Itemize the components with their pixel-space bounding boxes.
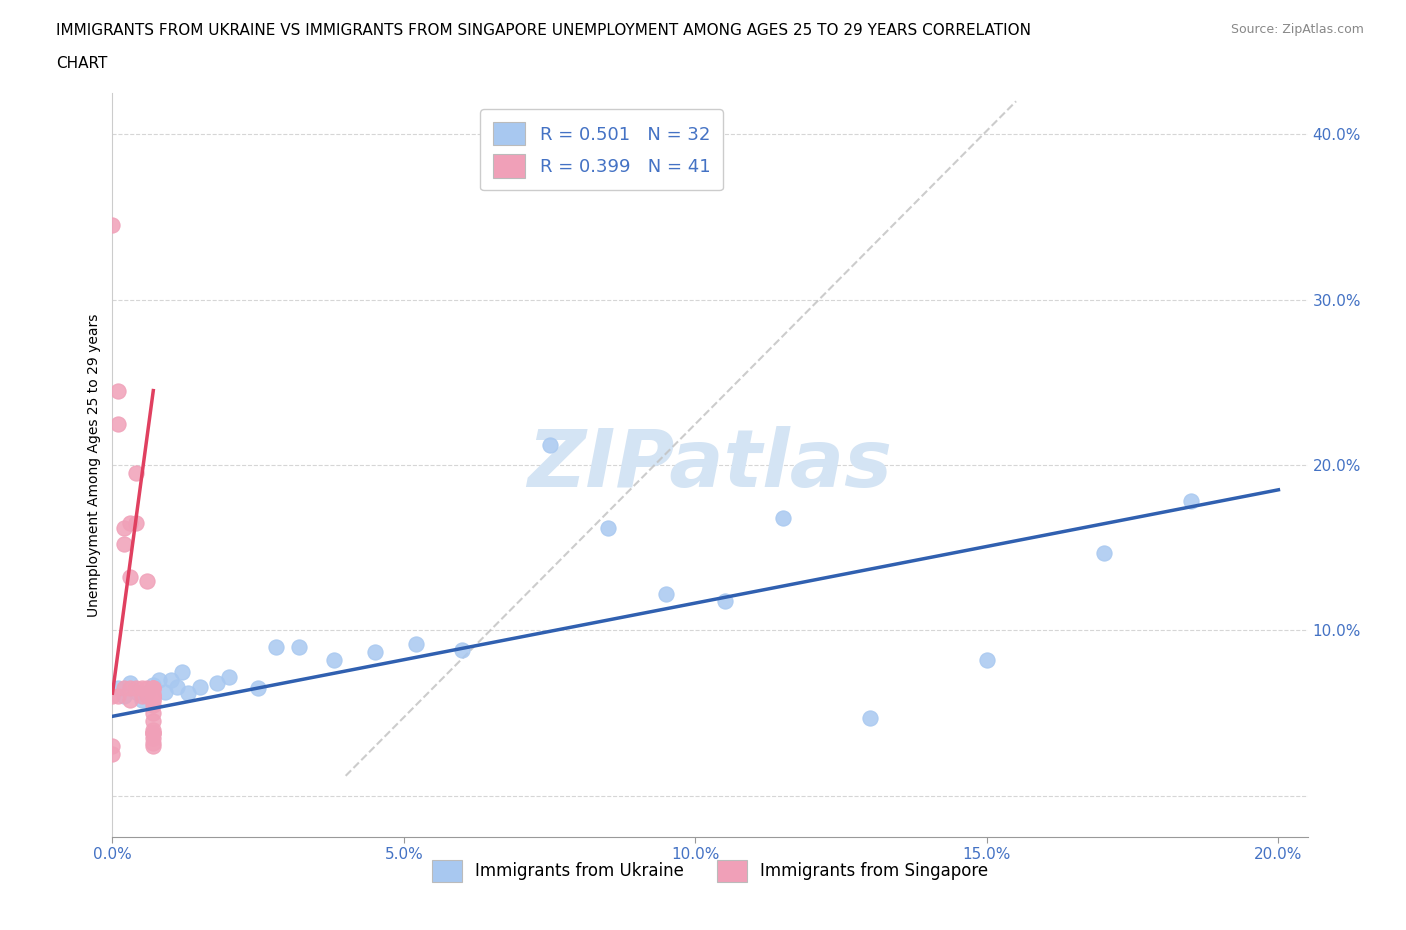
Text: CHART: CHART (56, 56, 108, 71)
Point (859, 711, 882, 725)
Point (136, 681, 159, 696)
Point (451, 643, 474, 658)
Point (142, 725, 165, 740)
Point (131, 692, 153, 707)
Point (142, 722, 165, 737)
Point (142, 677, 165, 692)
Point (142, 692, 165, 707)
Point (142, 681, 165, 696)
Point (118, 570, 141, 585)
Point (596, 521, 619, 536)
Point (1180, 494, 1202, 509)
Point (107, 681, 129, 696)
Point (323, 653, 346, 668)
Text: IMMIGRANTS FROM UKRAINE VS IMMIGRANTS FROM SINGAPORE UNEMPLOYMENT AMONG AGES 25 : IMMIGRANTS FROM UKRAINE VS IMMIGRANTS FR… (56, 23, 1031, 38)
Text: ZIPatlas: ZIPatlas (527, 426, 893, 504)
Point (142, 689, 165, 704)
Point (107, 417, 129, 432)
Point (264, 640, 287, 655)
Point (976, 653, 998, 668)
Point (188, 679, 211, 694)
Y-axis label: Unemployment Among Ages 25 to 29 years: Unemployment Among Ages 25 to 29 years (87, 313, 101, 617)
Point (207, 676, 229, 691)
Point (177, 685, 200, 700)
Point (142, 738, 165, 753)
Point (655, 587, 678, 602)
Point (142, 689, 165, 704)
Point (118, 676, 141, 691)
Point (125, 466, 148, 481)
Point (153, 684, 176, 699)
Text: Source: ZipAtlas.com: Source: ZipAtlas.com (1230, 23, 1364, 36)
Point (142, 681, 165, 696)
Point (131, 681, 153, 696)
Point (112, 689, 135, 704)
Point (142, 698, 165, 712)
Point (142, 685, 165, 700)
Point (136, 689, 159, 704)
Point (101, 689, 124, 704)
Point (172, 664, 194, 679)
Point (136, 573, 159, 588)
Point (538, 438, 561, 453)
Point (218, 670, 240, 684)
Point (125, 684, 148, 699)
Point (142, 692, 165, 707)
Point (1092, 545, 1115, 560)
Point (101, 747, 124, 762)
Point (118, 681, 141, 696)
Point (713, 593, 735, 608)
Point (142, 689, 165, 704)
Point (247, 681, 270, 696)
Point (118, 515, 141, 530)
Point (125, 515, 148, 530)
Point (112, 681, 135, 696)
Point (142, 736, 165, 751)
Point (101, 218, 124, 232)
Point (142, 725, 165, 740)
Point (142, 725, 165, 740)
Point (142, 681, 165, 696)
Point (125, 681, 148, 696)
Point (131, 689, 153, 704)
Point (159, 672, 181, 687)
Point (288, 640, 311, 655)
Point (364, 644, 387, 659)
Point (112, 521, 135, 536)
Point (772, 511, 794, 525)
Point (148, 672, 170, 687)
Legend: Immigrants from Ukraine, Immigrants from Singapore: Immigrants from Ukraine, Immigrants from… (425, 854, 995, 888)
Point (142, 706, 165, 721)
Point (107, 383, 129, 398)
Point (142, 714, 165, 729)
Point (405, 636, 427, 651)
Point (118, 692, 141, 707)
Point (112, 537, 135, 551)
Point (136, 685, 159, 700)
Point (107, 689, 129, 704)
Point (142, 730, 165, 745)
Point (101, 738, 124, 753)
Point (166, 679, 188, 694)
